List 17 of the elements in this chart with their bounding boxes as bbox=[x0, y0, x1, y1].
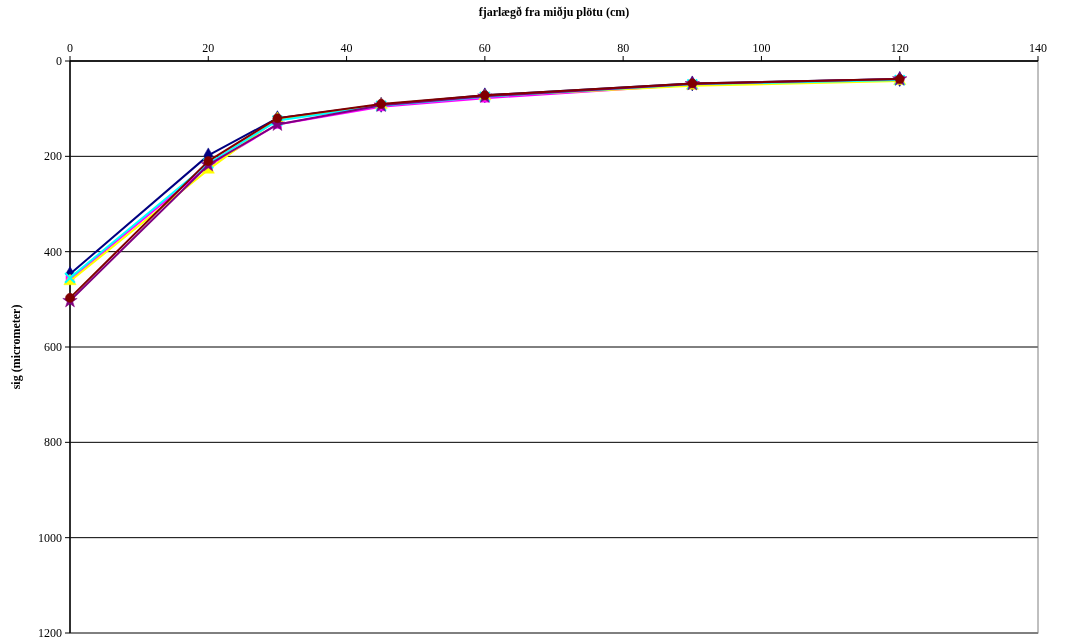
x-tick-label: 120 bbox=[890, 41, 909, 55]
y-tick-label: 0 bbox=[56, 54, 62, 68]
y-axis-title: sig (micrometer) bbox=[9, 304, 23, 390]
x-tick-label: 80 bbox=[617, 41, 630, 55]
x-tick-label: 20 bbox=[202, 41, 215, 55]
y-tick-label: 1000 bbox=[38, 530, 62, 545]
y-tick-label: 200 bbox=[44, 149, 62, 164]
x-tick-label: 40 bbox=[340, 41, 353, 55]
x-tick-label: 0 bbox=[67, 41, 73, 55]
y-tick-label: 1200 bbox=[38, 626, 62, 640]
y-tick-label: 800 bbox=[44, 435, 62, 450]
y-tick-label: 600 bbox=[44, 340, 62, 354]
y-tick-label: 400 bbox=[44, 244, 62, 259]
x-tick-label: 100 bbox=[752, 41, 771, 55]
x-axis-title: fjarlægð fra miðju plötu (cm) bbox=[478, 5, 630, 19]
x-tick-label: 140 bbox=[1029, 41, 1047, 55]
x-tick-label: 60 bbox=[478, 41, 491, 55]
